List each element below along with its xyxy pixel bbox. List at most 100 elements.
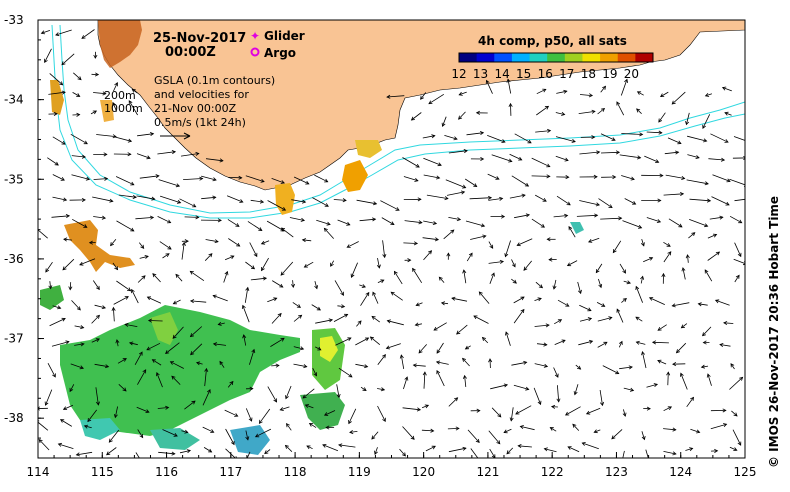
velocity-arrow-head xyxy=(172,334,177,339)
velocity-arrow xyxy=(534,298,542,301)
velocity-arrow xyxy=(52,174,65,181)
velocity-arrow-head xyxy=(290,283,296,289)
velocity-arrow-head xyxy=(697,302,702,307)
velocity-arrow-head xyxy=(567,446,572,450)
velocity-arrow xyxy=(531,218,545,228)
velocity-arrow xyxy=(135,452,140,458)
colorbar-swatch xyxy=(459,53,478,62)
velocity-arrow-head xyxy=(661,272,666,278)
velocity-arrow-head xyxy=(508,158,513,163)
velocity-arrow xyxy=(594,429,601,433)
velocity-arrow xyxy=(579,94,593,96)
velocity-arrow-head xyxy=(212,294,217,299)
velocity-arrow xyxy=(312,197,329,207)
velocity-arrow-head xyxy=(399,354,404,359)
velocity-arrow-head xyxy=(595,202,601,207)
velocity-arrow xyxy=(503,428,512,433)
velocity-arrow-head xyxy=(302,394,307,399)
velocity-arrow-head xyxy=(737,441,742,446)
velocity-arrow-head xyxy=(380,279,385,284)
velocity-arrow-head xyxy=(92,110,98,115)
velocity-arrow-head xyxy=(671,100,676,105)
velocity-arrow xyxy=(644,155,659,163)
velocity-arrow-head xyxy=(149,215,155,220)
velocity-arrow xyxy=(63,238,73,241)
velocity-arrow-head xyxy=(454,397,459,402)
velocity-arrow-head xyxy=(195,215,200,220)
velocity-arrow xyxy=(271,178,285,184)
velocity-arrow-head xyxy=(416,407,422,412)
velocity-arrow xyxy=(201,196,216,200)
velocity-arrow-head xyxy=(509,417,514,422)
velocity-arrow-head xyxy=(68,286,73,291)
velocity-arrow xyxy=(204,368,207,387)
colorbar-tick-label: 16 xyxy=(538,67,553,81)
velocity-arrow xyxy=(271,280,284,288)
velocity-arrow xyxy=(399,448,406,457)
velocity-arrow-head xyxy=(568,225,573,231)
colorbar-tick-label: 19 xyxy=(602,67,617,81)
velocity-arrow xyxy=(420,92,427,100)
velocity-arrow xyxy=(649,297,665,305)
velocity-arrow xyxy=(600,86,606,93)
velocity-arrow xyxy=(402,407,421,411)
velocity-arrow xyxy=(377,279,384,283)
velocity-arrow-head xyxy=(53,111,58,116)
velocity-arrow-head xyxy=(556,398,561,403)
velocity-arrow-head xyxy=(410,435,415,440)
velocity-arrow-head xyxy=(622,269,626,274)
velocity-arrow-head xyxy=(700,364,706,369)
velocity-arrow xyxy=(488,261,504,264)
velocity-arrow xyxy=(181,430,188,433)
velocity-arrow xyxy=(132,89,138,94)
velocity-arrow xyxy=(157,407,169,409)
velocity-arrow xyxy=(227,381,234,388)
velocity-arrow-head xyxy=(124,322,129,327)
velocity-arrow-head xyxy=(518,156,523,161)
velocity-arrow-head xyxy=(382,354,386,359)
velocity-arrow-head xyxy=(588,239,593,243)
colorbar-tick-label: 12 xyxy=(451,67,466,81)
velocity-arrow xyxy=(685,448,693,451)
velocity-arrow xyxy=(377,405,386,422)
velocity-arrow-head xyxy=(404,376,409,381)
velocity-arrow xyxy=(267,297,277,303)
velocity-arrow xyxy=(271,365,279,367)
velocity-arrow-head xyxy=(666,371,671,376)
velocity-arrow xyxy=(93,216,106,219)
velocity-arrow-head xyxy=(441,122,446,127)
velocity-arrow-head xyxy=(132,194,137,199)
velocity-arrow-head xyxy=(280,337,285,342)
velocity-arrow-head xyxy=(85,176,91,181)
x-tick-label: 123 xyxy=(605,465,628,479)
velocity-arrow xyxy=(312,368,317,376)
velocity-arrow xyxy=(204,253,213,261)
velocity-arrow xyxy=(377,388,385,391)
velocity-arrow-head xyxy=(326,221,331,226)
velocity-arrow xyxy=(624,198,636,205)
velocity-arrow xyxy=(213,343,227,346)
velocity-arrow xyxy=(371,431,379,440)
velocity-arrow-head xyxy=(101,215,107,220)
velocity-arrow-head xyxy=(438,276,443,281)
velocity-arrow xyxy=(635,286,643,303)
velocity-arrow-head xyxy=(280,271,285,276)
velocity-arrow xyxy=(184,216,199,218)
scale-arrow-head xyxy=(183,132,191,140)
velocity-arrow xyxy=(421,429,434,432)
velocity-arrow xyxy=(448,217,461,220)
velocity-arrow xyxy=(348,408,357,424)
velocity-arrow xyxy=(488,430,501,444)
velocity-arrow xyxy=(338,444,356,448)
velocity-arrow-head xyxy=(94,72,100,77)
velocity-arrow xyxy=(355,363,368,368)
velocity-arrow-head xyxy=(382,417,386,423)
velocity-arrow xyxy=(579,200,600,206)
velocity-arrow xyxy=(181,242,185,260)
velocity-arrow xyxy=(146,342,161,351)
velocity-arrow xyxy=(688,232,696,239)
velocity-arrow-head xyxy=(489,244,494,249)
velocity-arrow xyxy=(74,343,84,346)
velocity-arrow-head xyxy=(79,261,84,266)
velocity-arrow-head xyxy=(657,198,662,203)
